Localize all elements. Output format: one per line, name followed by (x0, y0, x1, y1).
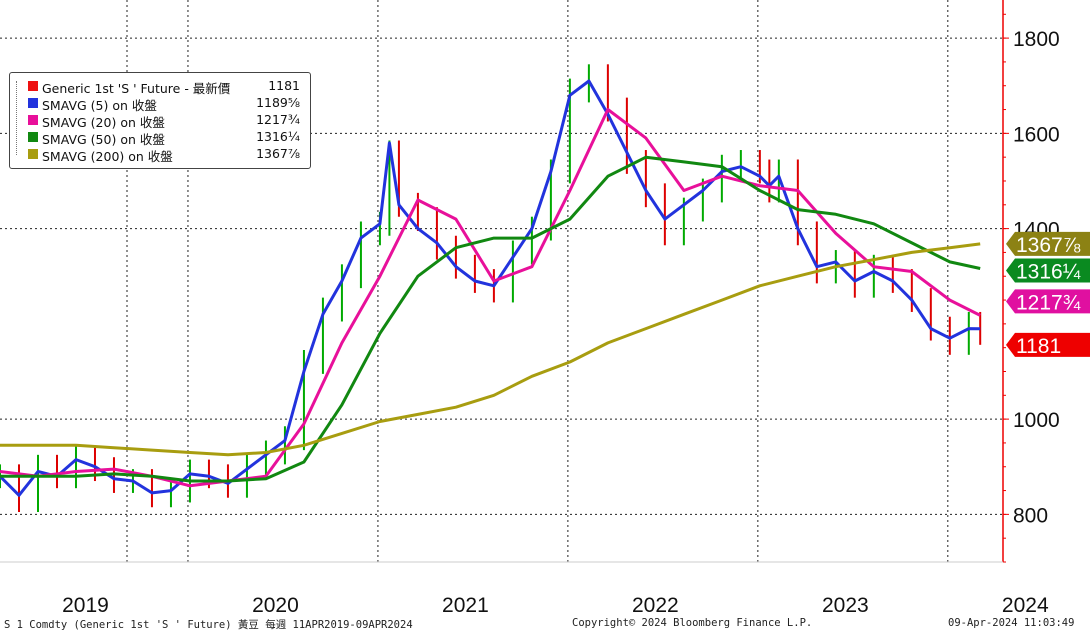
legend-item: Generic 1st 'S ' Future - 最新價 1181 (10, 78, 310, 96)
legend-value: 1316¼ (256, 129, 300, 144)
legend-swatch (28, 98, 38, 108)
price-tag-3 (1006, 332, 1090, 357)
legend-item: SMAVG (50) on 收盤 1316¼ (10, 129, 310, 147)
footer-copyright: Copyright© 2024 Bloomberg Finance L.P. (572, 617, 813, 629)
x-tick-label: 2023 (822, 594, 869, 617)
legend-value: 1367⅞ (256, 146, 300, 161)
price-tag-1 (1006, 258, 1090, 283)
legend-tree-line (16, 81, 18, 155)
price-tag-label-3: 1181 (1016, 335, 1061, 358)
price-tag-label-1: 1316¼ (1016, 260, 1081, 283)
price-tag-2 (1006, 289, 1090, 314)
y-tick-label: 800 (1013, 504, 1048, 527)
legend-swatch (28, 81, 38, 91)
price-tag-0 (1006, 231, 1090, 256)
legend-value: 1181 (268, 78, 300, 93)
y-tick-label: 1800 (1013, 28, 1060, 51)
legend-label: SMAVG (50) on 收盤 (42, 132, 165, 147)
legend-item: SMAVG (20) on 收盤 1217¾ (10, 112, 310, 130)
sma200-line (0, 242, 981, 457)
legend: Generic 1st 'S ' Future - 最新價 1181 SMAVG (… (9, 72, 311, 169)
legend-value: 1217¾ (256, 112, 300, 127)
price-tag-label-2: 1217¾ (1016, 291, 1081, 314)
x-tick-label: 2021 (442, 594, 489, 617)
y-tick-label: 1600 (1013, 123, 1060, 146)
y-tick-label: 1000 (1013, 409, 1060, 432)
sma50-line (0, 155, 981, 483)
x-tick-label: 2019 (62, 594, 109, 617)
footer-ticker: S 1 Comdty (Generic 1st 'S ' Future) 黃豆 … (4, 619, 413, 631)
legend-label: SMAVG (20) on 收盤 (42, 115, 165, 130)
legend-value: 1189⅝ (256, 95, 300, 110)
legend-label: SMAVG (200) on 收盤 (42, 149, 173, 164)
legend-swatch (28, 115, 38, 125)
legend-item: SMAVG (5) on 收盤 1189⅝ (10, 95, 310, 113)
legend-swatch (28, 132, 38, 142)
footer-timestamp: 09-Apr-2024 11:03:49 (948, 617, 1075, 629)
x-tick-label: 2024 (1002, 594, 1049, 617)
x-tick-label: 2022 (632, 594, 679, 617)
sma5-line (0, 79, 981, 497)
legend-item: SMAVG (200) on 收盤 1367⅞ (10, 146, 310, 164)
x-tick-label: 2020 (252, 594, 299, 617)
legend-label: SMAVG (5) on 收盤 (42, 98, 157, 113)
sma20-line (0, 108, 981, 488)
legend-swatch (28, 149, 38, 159)
legend-label: Generic 1st 'S ' Future - 最新價 (42, 81, 231, 96)
price-tag-label-0: 1367⅞ (1016, 234, 1081, 257)
